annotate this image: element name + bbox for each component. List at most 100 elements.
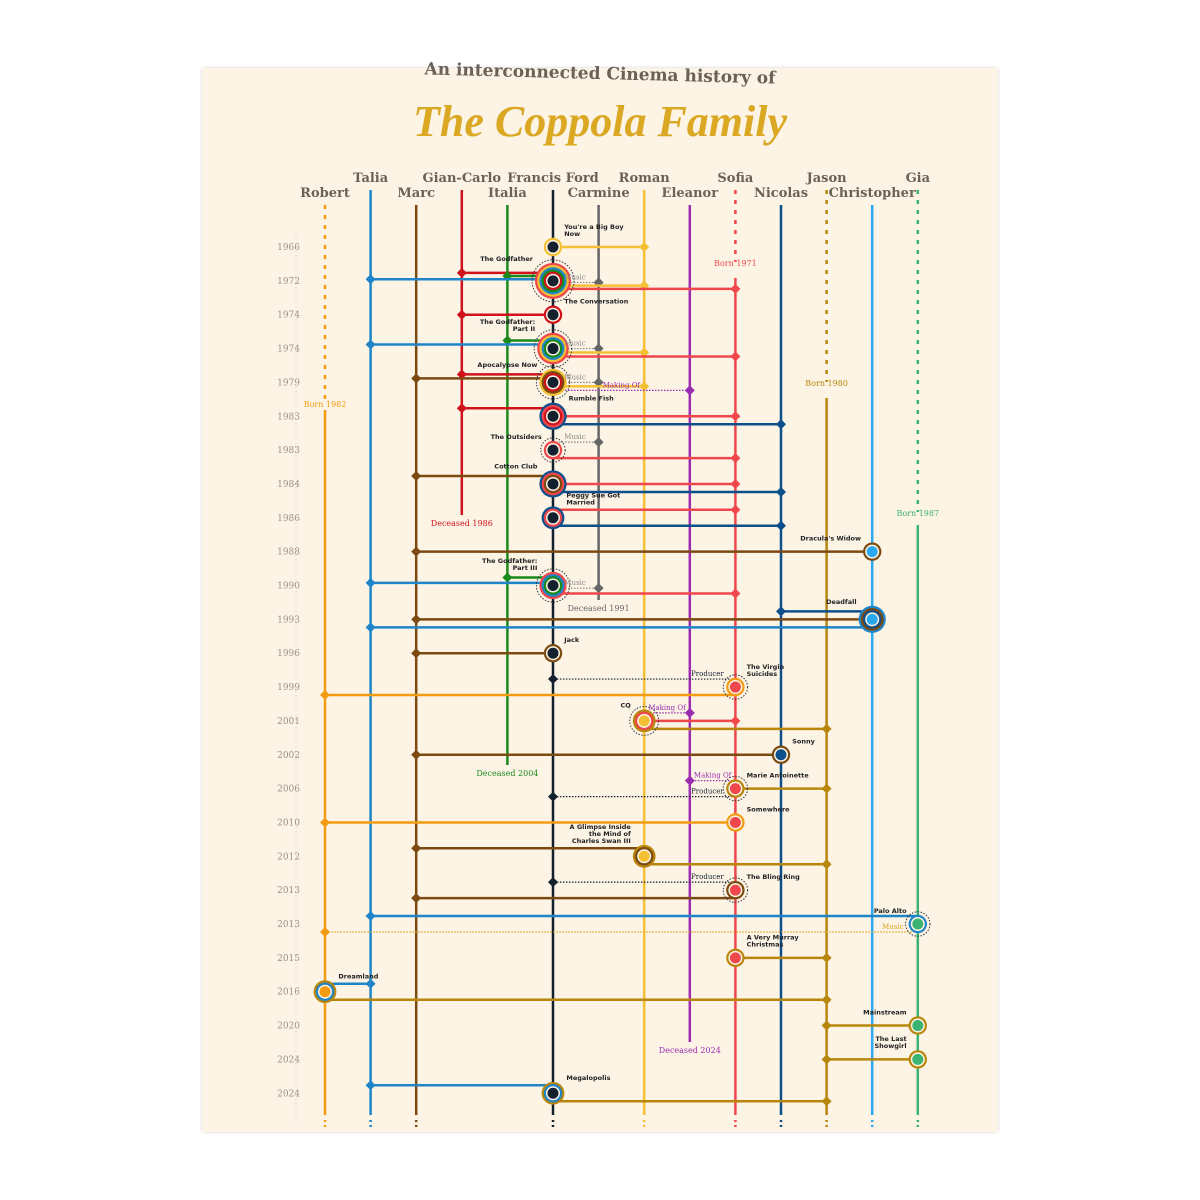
link-diamond-sofia [730, 504, 741, 515]
person-italia: Italia Deceased 2004 [476, 186, 538, 778]
link-diamond-talia [365, 622, 376, 633]
year-label: 2015 [277, 954, 300, 964]
film-node-dotted-ring [629, 706, 660, 736]
film-row [411, 843, 832, 870]
film-node [535, 365, 571, 400]
born-label: Born 1987 [897, 509, 940, 518]
film-node [539, 470, 567, 498]
film-node-core [866, 546, 878, 558]
film-row [365, 606, 873, 633]
link-diamond-nicolas [776, 419, 786, 430]
film-title-line: Dreamland [338, 972, 378, 980]
person-name: Roman [619, 171, 671, 186]
link-diamond-sofia [730, 453, 741, 464]
film-title: CQ [621, 702, 632, 710]
film-node-core [729, 952, 741, 964]
person-roman: Roman [619, 171, 671, 1130]
link-diamond-jason [821, 952, 832, 963]
link-role-label: Making Of [648, 704, 687, 712]
film-node [541, 506, 565, 530]
year-label: 2024 [277, 1055, 300, 1065]
person-name: Eleanor [662, 186, 719, 201]
film-node-core [775, 749, 787, 761]
link-diamond-nicolas [776, 486, 786, 497]
film-title-line: Mainstream [863, 1008, 907, 1016]
film-node-dotted-ring [905, 911, 931, 937]
link-diamond-jason [821, 723, 832, 734]
person-christopher: Christopher [829, 186, 916, 1130]
film-node-core [866, 613, 878, 625]
link-diamond-nicolas [776, 606, 786, 617]
person-gian-carlo: Gian-Carlo Deceased 1986 [423, 171, 502, 528]
film-title: Marie Antoinette [747, 771, 810, 779]
film-title-line: Apocalypse Now [477, 361, 537, 369]
link-diamond-sofia [730, 351, 741, 362]
link-diamond-jason [821, 1054, 832, 1065]
film-title-line: The Virgin [747, 663, 785, 671]
film-node-core [729, 783, 741, 795]
person-name: Robert [300, 186, 350, 201]
year-label: 2016 [277, 988, 300, 998]
link-diamond-sofia [730, 478, 741, 489]
film-title: The Conversation [564, 298, 629, 306]
film-title-line: A Very Murray [747, 934, 800, 942]
link-diamond-jason [821, 1096, 832, 1107]
film-node-dotted-ring [535, 568, 571, 603]
year-label: 2010 [277, 818, 300, 828]
person-name: Gian-Carlo [423, 171, 502, 186]
film-title-line: You're a Big Boy [563, 223, 624, 231]
film-row [365, 335, 741, 362]
person-name: Jason [806, 171, 848, 186]
film-title-line: The Godfather [480, 255, 534, 263]
film-node [541, 1081, 565, 1105]
film-title-line: A Glimpse Inside [570, 823, 632, 831]
film-node-dotted-ring [540, 437, 566, 463]
film-row [553, 437, 741, 464]
film-row [553, 504, 786, 531]
film-node-core [912, 1020, 924, 1032]
film-title: The Outsiders [491, 433, 542, 441]
year-label: 1984 [277, 480, 300, 490]
film-node-core [912, 1053, 924, 1065]
born-label: Born 1971 [714, 259, 757, 268]
film-node-core [547, 512, 559, 524]
link-role-label: Music [564, 433, 586, 441]
film-node-core [547, 444, 559, 456]
film-title-line: Palo Alto [874, 907, 907, 915]
film-title-line: the Mind of [589, 830, 631, 838]
year-label: 1966 [277, 243, 300, 253]
link-diamond-francis-ford [548, 791, 558, 802]
year-label: 1996 [277, 649, 300, 659]
year-label: 2013 [277, 886, 300, 896]
year-label: 2006 [277, 785, 300, 795]
link-role-label: Music [564, 273, 586, 281]
film-node-core [547, 647, 559, 659]
film-node-core [547, 478, 559, 490]
film-row [456, 309, 553, 320]
film-node [629, 706, 660, 736]
film-title-line: Suicides [747, 670, 778, 678]
film-title: Dreamland [338, 972, 378, 980]
film-title: A Glimpse Inside the Mind of Charles Swan … [570, 823, 632, 845]
link-diamond-talia [365, 911, 376, 921]
link-role-label: Producer [691, 670, 724, 678]
film-node-dotted-ring [722, 674, 749, 700]
link-diamond-francis-ford [548, 877, 558, 888]
film-title-line: The Godfather: [482, 557, 537, 565]
film-row [411, 877, 736, 904]
film-title-line: The Conversation [564, 298, 629, 306]
nodes-layer [313, 237, 931, 1105]
film-node-core [547, 343, 559, 355]
link-diamond-eleanor [684, 385, 695, 396]
year-label: 2020 [277, 1022, 300, 1032]
person-carmine: Carmine Deceased 1991 [568, 186, 630, 613]
born-label: Born 1982 [304, 400, 347, 409]
film-title: Apocalypse Now [477, 361, 537, 369]
link-diamond-italia [502, 335, 513, 346]
film-title: A Very Murray Christmas [747, 934, 800, 949]
year-label: 2001 [277, 717, 300, 727]
film-title-line: Megalopolis [566, 1074, 610, 1082]
film-title: The Virgin Suicides [747, 663, 785, 678]
link-role-label: Making Of [694, 772, 733, 780]
film-node-core [547, 275, 559, 287]
